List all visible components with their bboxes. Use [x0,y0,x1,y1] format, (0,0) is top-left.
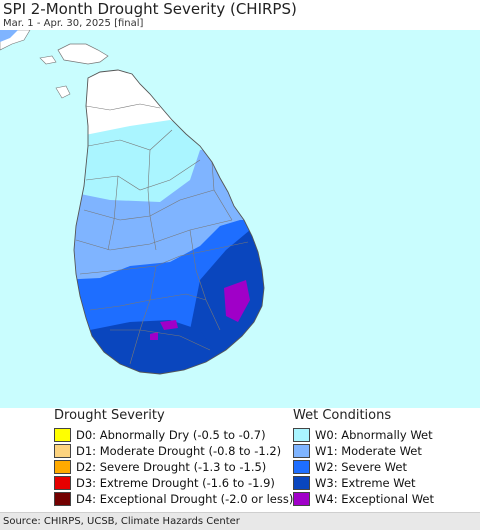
swatch-d4 [54,492,71,506]
zone-w4-east [224,280,250,322]
zone-w4-south-2 [150,332,158,340]
drought-legend: D0: Abnormally Dry (-0.5 to -0.7) D1: Mo… [54,427,293,507]
coastline [73,69,265,375]
legend-label-d3: D3: Extreme Drought (-1.6 to -1.9) [76,476,275,490]
swatch-d2 [54,460,71,474]
legend-label-d4: D4: Exceptional Drought (-2.0 or less) [76,492,294,506]
mainland-wet-patch [0,30,18,42]
swatch-w3 [293,476,310,490]
legend-label-w0: W0: Abnormally Wet [315,428,433,442]
northern-islet [39,55,57,65]
legend-label-w3: W3: Extreme Wet [315,476,416,490]
legend-item-d1: D1: Moderate Drought (-0.8 to -1.2) [54,443,293,459]
map-title: SPI 2-Month Drought Severity (CHIRPS) [3,0,297,18]
legend-item-w1: W1: Moderate Wet [293,443,434,459]
legend-item-d4: D4: Exceptional Drought (-2.0 or less) [54,491,293,507]
legend-label-d2: D2: Severe Drought (-1.3 to -1.5) [76,460,267,474]
swatch-d1 [54,444,71,458]
mannar-island [55,85,71,99]
wetness-zones [74,120,264,374]
swatch-w1 [293,444,310,458]
legend-label-w2: W2: Severe Wet [315,460,407,474]
jaffna-peninsula [57,43,109,65]
drought-map [0,30,480,408]
legend-item-d0: D0: Abnormally Dry (-0.5 to -0.7) [54,427,293,443]
swatch-w2 [293,460,310,474]
legend-label-w1: W1: Moderate Wet [315,444,422,458]
swatch-w0 [293,428,310,442]
swatch-d0 [54,428,71,442]
legend-item-w2: W2: Severe Wet [293,459,434,475]
drought-legend-title: Drought Severity [54,408,165,423]
legend-item-d3: D3: Extreme Drought (-1.6 to -1.9) [54,475,293,491]
zone-w3-south [74,320,220,374]
legend-label-w4: W4: Exceptional Wet [315,492,434,506]
wet-legend-title: Wet Conditions [293,408,392,423]
legend-item-w0: W0: Abnormally Wet [293,427,434,443]
legend-label-d1: D1: Moderate Drought (-0.8 to -1.2) [76,444,282,458]
swatch-d3 [54,476,71,490]
legend-item-w4: W4: Exceptional Wet [293,491,434,507]
swatch-w4 [293,492,310,506]
legend-label-d0: D0: Abnormally Dry (-0.5 to -0.7) [76,428,266,442]
legend-item-w3: W3: Extreme Wet [293,475,434,491]
district-boundaries [75,103,249,365]
map-subtitle: Mar. 1 - Apr. 30, 2025 [final] [3,18,144,29]
sri-lanka-map-svg [0,30,265,375]
zone-w4-south [160,320,178,330]
source-footer: Source: CHIRPS, UCSB, Climate Hazards Ce… [0,512,480,530]
zone-w3-east [180,230,264,374]
legend-item-d2: D2: Severe Drought (-1.3 to -1.5) [54,459,293,475]
wet-legend: W0: Abnormally Wet W1: Moderate Wet W2: … [293,427,434,507]
